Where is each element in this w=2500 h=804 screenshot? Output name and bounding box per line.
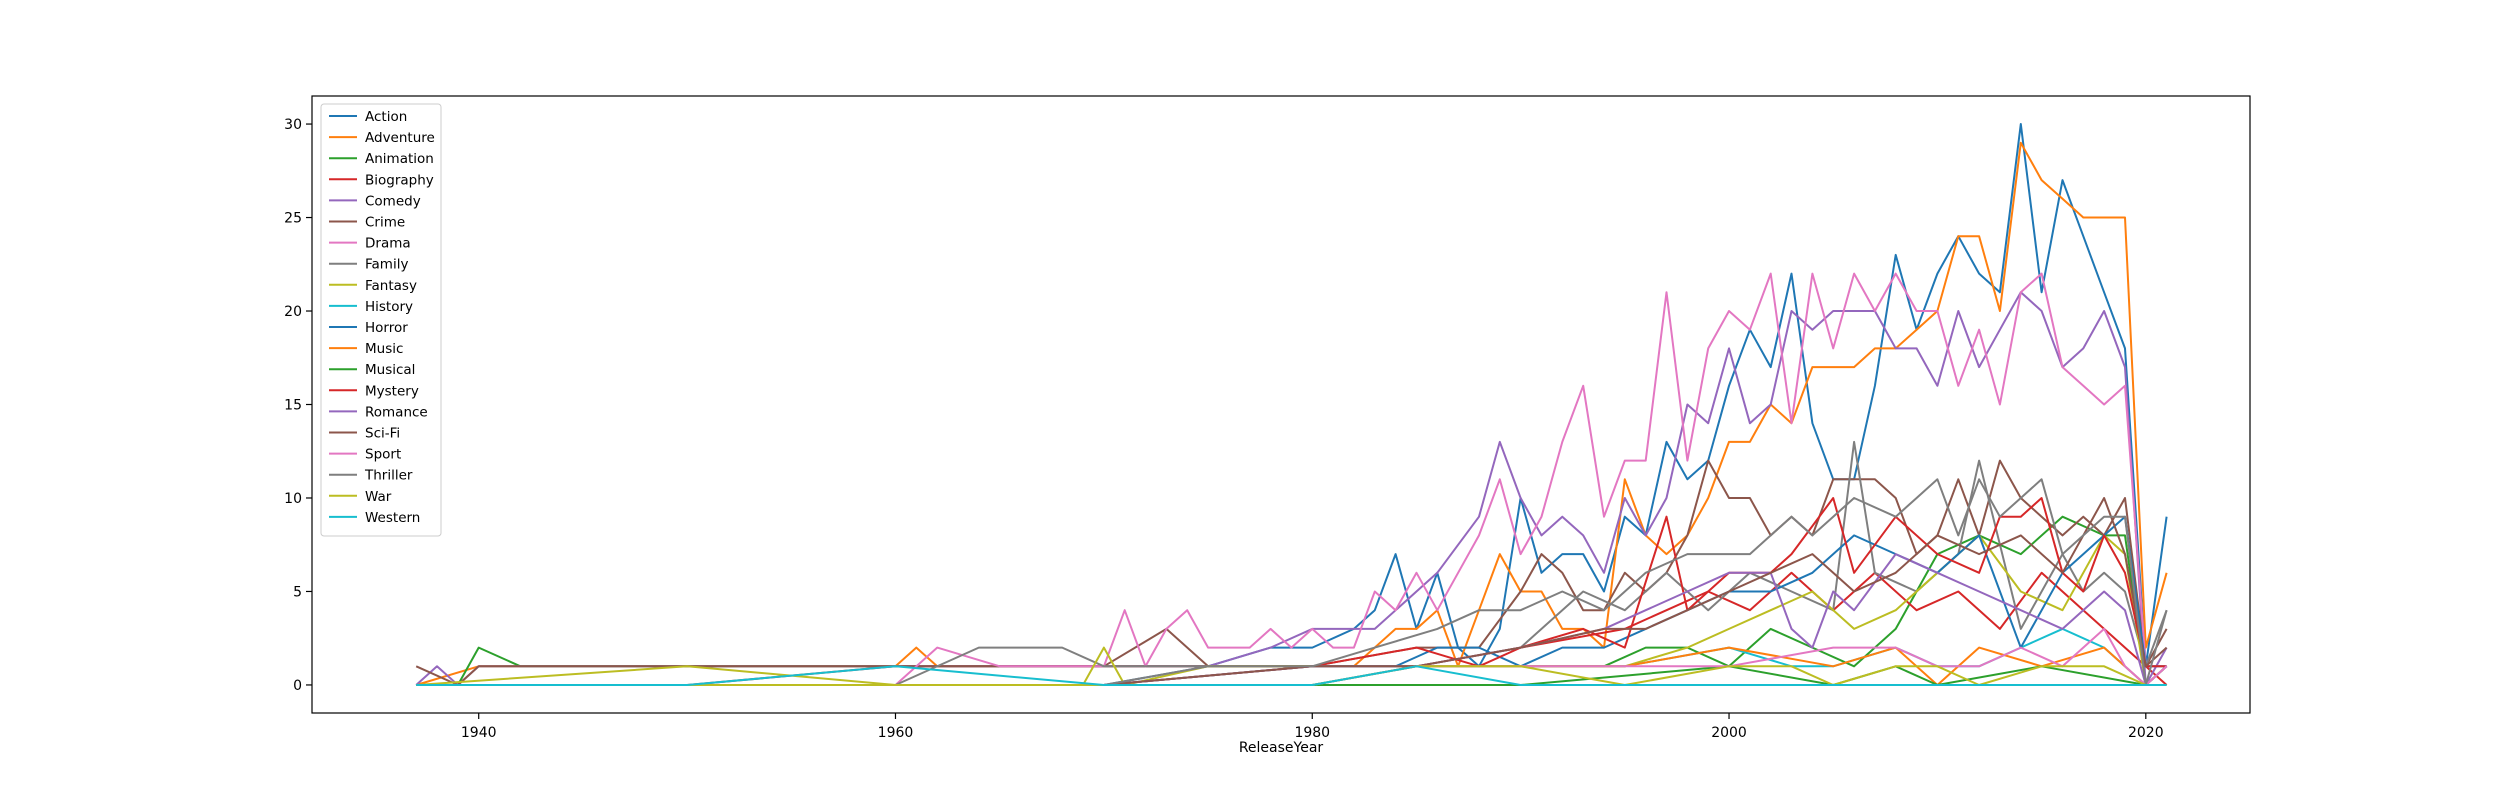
legend-label: Comedy (365, 193, 421, 209)
legend-label: War (365, 489, 392, 505)
plot-background (312, 96, 2250, 713)
legend-label: Horror (365, 320, 408, 336)
legend-label: Crime (365, 215, 405, 231)
legend-label: Adventure (365, 130, 435, 146)
x-tick-label: 1980 (1294, 725, 1330, 741)
series-line-thriller (416, 478, 2168, 686)
legend-label: Biography (365, 172, 434, 188)
legend-label: Thriller (364, 468, 413, 484)
legend-box (320, 103, 442, 537)
y-tick-label: 30 (284, 117, 302, 133)
series-line-drama (416, 272, 2167, 686)
y-tick-label: 10 (284, 491, 302, 507)
x-tick-label: 2020 (2128, 725, 2164, 741)
legend-label: Fantasy (365, 278, 417, 294)
x-axis-ticks: 1940 1960 1980 2000 2020 (461, 713, 2164, 741)
series-line-western (416, 665, 2167, 686)
legend-label: History (365, 299, 413, 315)
legend-label: Action (365, 109, 407, 125)
legend-label: Sci-Fi (365, 426, 400, 442)
x-tick-label: 1960 (878, 725, 914, 741)
legend-label: Western (365, 510, 420, 526)
series-line-war (416, 665, 2167, 686)
series-line-mystery (416, 497, 2167, 686)
y-tick-label: 25 (284, 211, 302, 227)
y-tick-label: 15 (284, 398, 302, 414)
y-tick-label: 20 (284, 304, 302, 320)
series-line-fantasy (416, 534, 2168, 686)
series-layer (415, 123, 2168, 686)
legend-label: Romance (365, 404, 428, 420)
legend-label: Animation (365, 151, 434, 167)
y-tick-label: 5 (293, 584, 302, 600)
legend-label: Sport (365, 447, 401, 463)
series-line-action (416, 123, 2168, 686)
y-tick-label: 0 (293, 678, 302, 694)
y-axis-ticks: 0 5 10 15 20 25 30 (284, 117, 312, 694)
legend-label: Music (365, 341, 403, 357)
legend-label: Musical (365, 362, 415, 378)
x-tick-label: 1940 (461, 725, 497, 741)
series-line-sci-fi (416, 497, 2168, 686)
legend-label: Family (365, 257, 408, 273)
legend-label: Mystery (365, 383, 419, 399)
legend: Action Adventure Animation Biography Comedy C… (320, 103, 442, 537)
legend-label: Drama (365, 236, 411, 252)
x-tick-label: 2000 (1711, 725, 1747, 741)
x-axis-label: ReleaseYear (1239, 740, 1324, 756)
